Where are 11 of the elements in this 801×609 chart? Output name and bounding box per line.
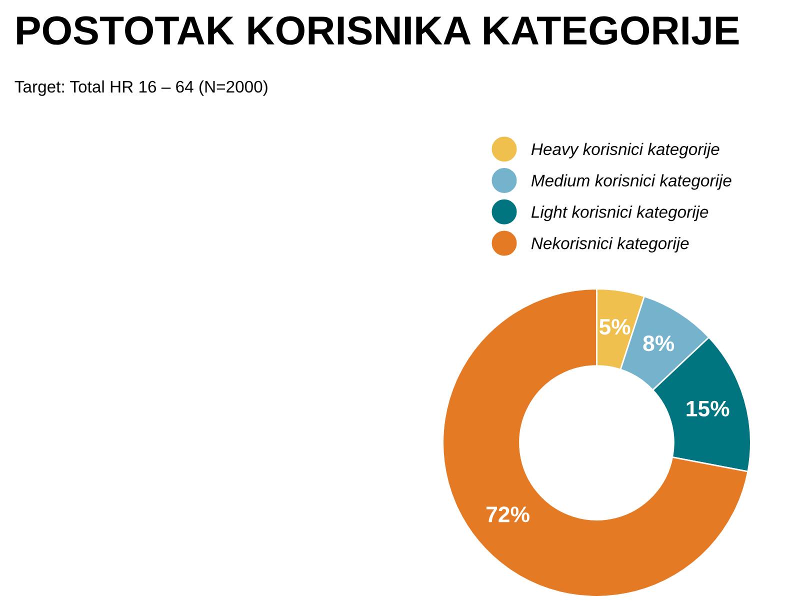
data-label: 72% xyxy=(486,506,530,522)
legend-label: Light korisnici kategorije xyxy=(531,206,708,222)
legend-label: Nekorisnici kategorije xyxy=(531,237,689,253)
data-label: 5% xyxy=(599,319,630,335)
legend-label: Heavy korisnici kategorije xyxy=(531,142,720,158)
data-label: 8% xyxy=(643,336,674,352)
donut-slice xyxy=(442,288,749,598)
data-label: 15% xyxy=(686,400,730,416)
text: Target: Total HR 16 – 64 (N=2000) xyxy=(14,80,268,96)
chart-title: POSTOTAK KORISNIKA KATEGORIJE xyxy=(17,16,739,45)
legend-label: Medium korisnici kategorije xyxy=(531,174,732,190)
